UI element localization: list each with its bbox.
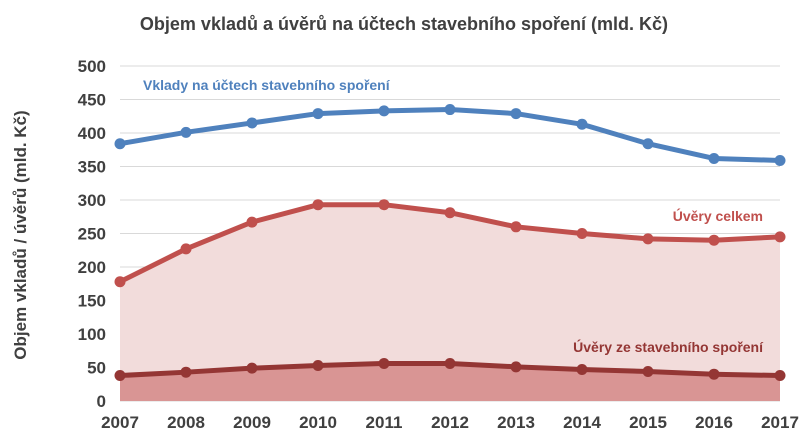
data-point	[180, 366, 192, 378]
x-tick-label: 2014	[563, 413, 601, 432]
data-point	[510, 221, 522, 233]
x-tick-label: 2007	[101, 413, 139, 432]
series-label: Úvěry celkem	[673, 207, 763, 224]
data-point	[510, 108, 522, 120]
data-point	[444, 207, 456, 219]
data-point	[444, 104, 456, 116]
x-tick-label: 2013	[497, 413, 535, 432]
series-line	[117, 107, 783, 163]
data-point	[510, 361, 522, 373]
data-point	[708, 368, 720, 380]
series-label: Úvěry ze stavebního spoření	[573, 338, 764, 355]
x-tick-label: 2016	[695, 413, 733, 432]
data-point	[180, 243, 192, 255]
data-point	[774, 370, 786, 382]
data-point	[246, 362, 258, 374]
y-tick-label: 0	[97, 392, 106, 411]
data-point	[378, 357, 390, 369]
series-label: Vklady na účtech stavebního spoření	[143, 77, 391, 93]
data-point	[246, 117, 258, 129]
data-point	[378, 199, 390, 211]
data-point	[444, 357, 456, 369]
data-point	[114, 370, 126, 382]
chart-title: Objem vkladů a úvěrů na účtech stavebníh…	[139, 14, 669, 34]
data-point	[576, 364, 588, 376]
x-tick-label: 2009	[233, 413, 271, 432]
y-tick-label: 350	[78, 158, 106, 177]
data-point	[642, 366, 654, 378]
data-point	[312, 199, 324, 211]
y-tick-label: 250	[78, 225, 106, 244]
data-point	[246, 216, 258, 228]
y-tick-label: 150	[78, 292, 106, 311]
data-point	[708, 152, 720, 164]
y-tick-label: 300	[78, 191, 106, 210]
y-tick-label: 450	[78, 91, 106, 110]
y-tick-label: 100	[78, 325, 106, 344]
data-point	[114, 138, 126, 150]
x-tick-label: 2008	[167, 413, 205, 432]
data-point	[774, 231, 786, 243]
data-point	[312, 359, 324, 371]
y-tick-label: 50	[87, 359, 106, 378]
data-point	[576, 228, 588, 239]
data-point	[708, 234, 720, 246]
y-tick-label: 500	[78, 57, 106, 76]
x-tick-label: 2010	[299, 413, 337, 432]
data-point	[774, 154, 786, 166]
data-point	[378, 105, 390, 117]
x-tick-label: 2017	[761, 413, 799, 432]
x-tick-label: 2012	[431, 413, 469, 432]
y-tick-label: 400	[78, 124, 106, 143]
series-area	[120, 204, 780, 401]
data-point	[312, 108, 324, 120]
x-tick-label: 2015	[629, 413, 667, 432]
data-point	[576, 118, 588, 130]
data-point	[642, 138, 654, 150]
x-tick-label: 2011	[366, 413, 403, 432]
data-point	[114, 276, 126, 288]
data-point	[180, 126, 192, 138]
y-tick-label: 200	[78, 258, 106, 277]
data-point	[642, 233, 654, 245]
